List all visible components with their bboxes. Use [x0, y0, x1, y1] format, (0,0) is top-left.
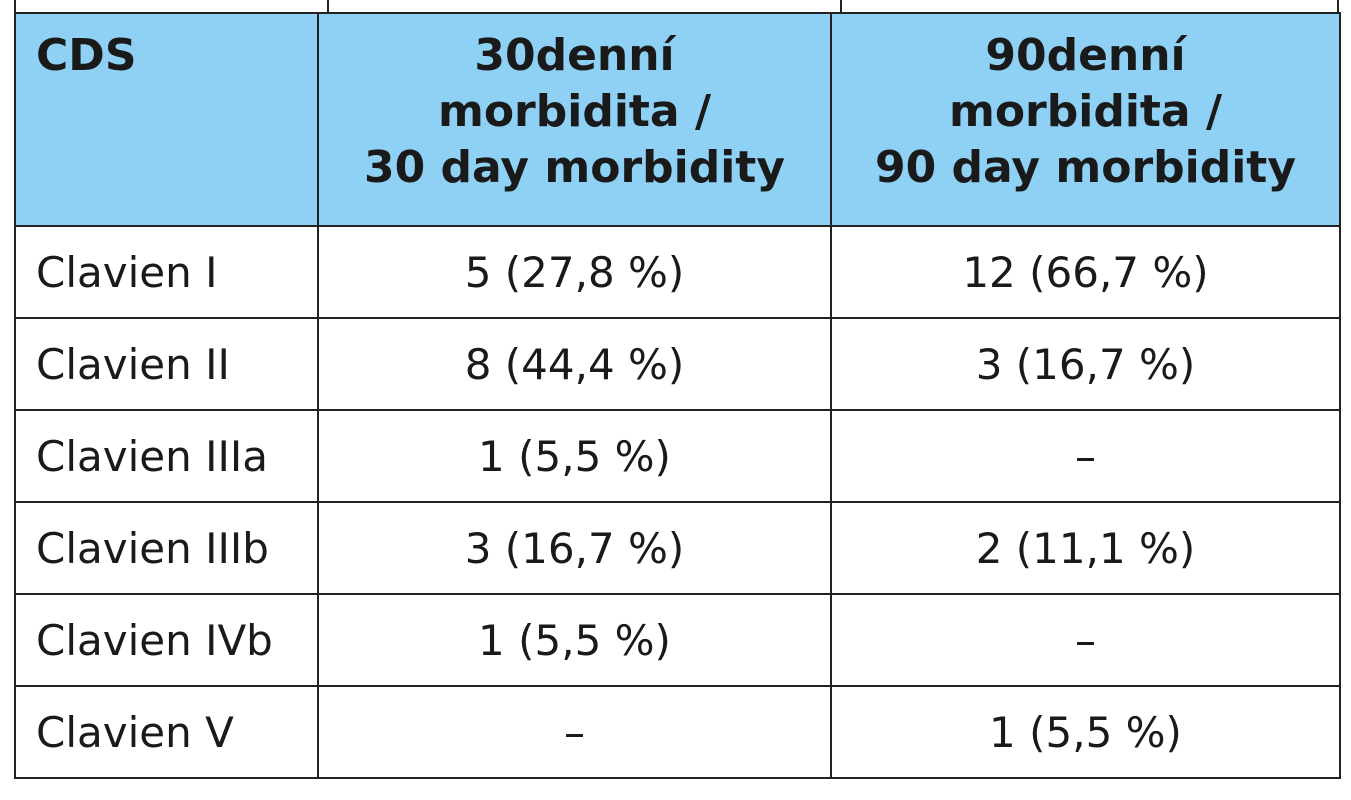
day90-cell: –	[830, 409, 1341, 503]
grade-cell: Clavien IIIa	[14, 409, 319, 503]
header-30-day-line: 30 day morbidity	[363, 142, 786, 193]
day30-cell: 5 (27,8 %)	[317, 225, 832, 319]
day90-cell: 1 (5,5 %)	[830, 685, 1341, 779]
grade-cell: Clavien II	[14, 317, 319, 411]
table-row: Clavien I 5 (27,8 %) 12 (66,7 %)	[14, 225, 1341, 319]
day90-cell: 12 (66,7 %)	[830, 225, 1341, 319]
table-row: Clavien IVb 1 (5,5 %) –	[14, 593, 1341, 687]
header-30-day: 30denní morbidita / 30 day morbidity	[317, 12, 832, 227]
grade-cell: Clavien I	[14, 225, 319, 319]
day30-cell: 1 (5,5 %)	[317, 409, 832, 503]
header-30-day-line: 30denní	[474, 30, 675, 81]
table-border-stub	[1337, 0, 1339, 14]
table-border-stub	[14, 0, 16, 14]
morbidity-table: CDS 30denní morbidita / 30 day morbidity…	[14, 12, 1341, 779]
header-90-day-line: morbidita /	[948, 86, 1223, 137]
grade-cell: Clavien IIIb	[14, 501, 319, 595]
table-row: Clavien IIIb 3 (16,7 %) 2 (11,1 %)	[14, 501, 1341, 595]
header-cds-line: CDS	[36, 30, 137, 81]
grade-cell: Clavien IVb	[14, 593, 319, 687]
table-border-stub	[327, 0, 329, 14]
day90-cell: 2 (11,1 %)	[830, 501, 1341, 595]
day90-cell: 3 (16,7 %)	[830, 317, 1341, 411]
day30-cell: –	[317, 685, 832, 779]
day30-cell: 8 (44,4 %)	[317, 317, 832, 411]
table-row: Clavien IIIa 1 (5,5 %) –	[14, 409, 1341, 503]
header-90-day-line: 90denní	[985, 30, 1186, 81]
day30-cell: 3 (16,7 %)	[317, 501, 832, 595]
header-90-day-line: 90 day morbidity	[874, 142, 1297, 193]
header-90-day: 90denní morbidita / 90 day morbidity	[830, 12, 1341, 227]
header-cds: CDS	[14, 12, 319, 227]
table-row: Clavien II 8 (44,4 %) 3 (16,7 %)	[14, 317, 1341, 411]
grade-cell: Clavien V	[14, 685, 319, 779]
table-row: Clavien V – 1 (5,5 %)	[14, 685, 1341, 779]
day90-cell: –	[830, 593, 1341, 687]
table-body: Clavien I 5 (27,8 %) 12 (66,7 %) Clavien…	[14, 225, 1341, 779]
header-row: CDS 30denní morbidita / 30 day morbidity…	[14, 12, 1341, 227]
header-30-day-line: morbidita /	[437, 86, 712, 137]
table-border-stub	[840, 0, 842, 14]
day30-cell: 1 (5,5 %)	[317, 593, 832, 687]
table-header: CDS 30denní morbidita / 30 day morbidity…	[14, 12, 1341, 227]
